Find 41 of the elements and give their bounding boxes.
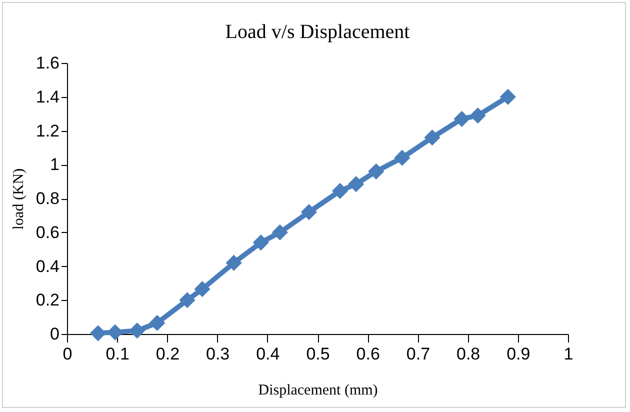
point <box>470 107 486 124</box>
x-tick-label: 0.2 <box>156 344 180 364</box>
x-axis-title: Displacement (mm) <box>258 382 378 398</box>
x-tick-label: 0.3 <box>206 344 230 364</box>
y-axis-title: load (KN) <box>10 168 27 230</box>
point <box>252 234 269 251</box>
y-tick-label: 1.4 <box>36 87 60 106</box>
x-tick-label: 0.5 <box>306 344 330 364</box>
point <box>179 292 196 308</box>
y-tick-label: 0.6 <box>36 222 60 242</box>
x-tick-label: 0.8 <box>456 344 480 364</box>
point <box>129 322 146 339</box>
point <box>454 110 470 127</box>
x-tick-label: 0.7 <box>406 344 430 364</box>
y-tick-label: 1 <box>50 155 60 174</box>
x-tick-label: 0 <box>62 344 72 364</box>
point <box>348 176 364 192</box>
x-tick-label: 0.6 <box>356 344 380 364</box>
point <box>272 224 288 240</box>
y-tick-label: 0 <box>50 324 60 344</box>
x-tick-label: 0.1 <box>106 344 130 364</box>
y-tick-label: 0.4 <box>36 256 60 276</box>
point <box>424 129 440 146</box>
y-tick-label: 1.2 <box>36 121 60 140</box>
y-tick-label: 0.8 <box>36 189 60 208</box>
y-tick-label: 1.6 <box>36 54 60 72</box>
point <box>107 324 124 340</box>
x-tick-label: 1 <box>564 344 574 364</box>
point <box>90 325 106 342</box>
point <box>332 182 348 199</box>
point <box>226 254 242 271</box>
point <box>149 314 166 332</box>
chart-title: Load v/s Displacement <box>225 21 410 43</box>
point <box>500 88 516 105</box>
x-tick-label: 0.9 <box>506 344 530 364</box>
point <box>394 150 410 166</box>
point <box>300 204 318 220</box>
point <box>368 163 384 180</box>
point <box>194 281 210 298</box>
y-tick-label: 0.2 <box>36 290 60 310</box>
x-tick-label: 0.4 <box>256 344 280 364</box>
